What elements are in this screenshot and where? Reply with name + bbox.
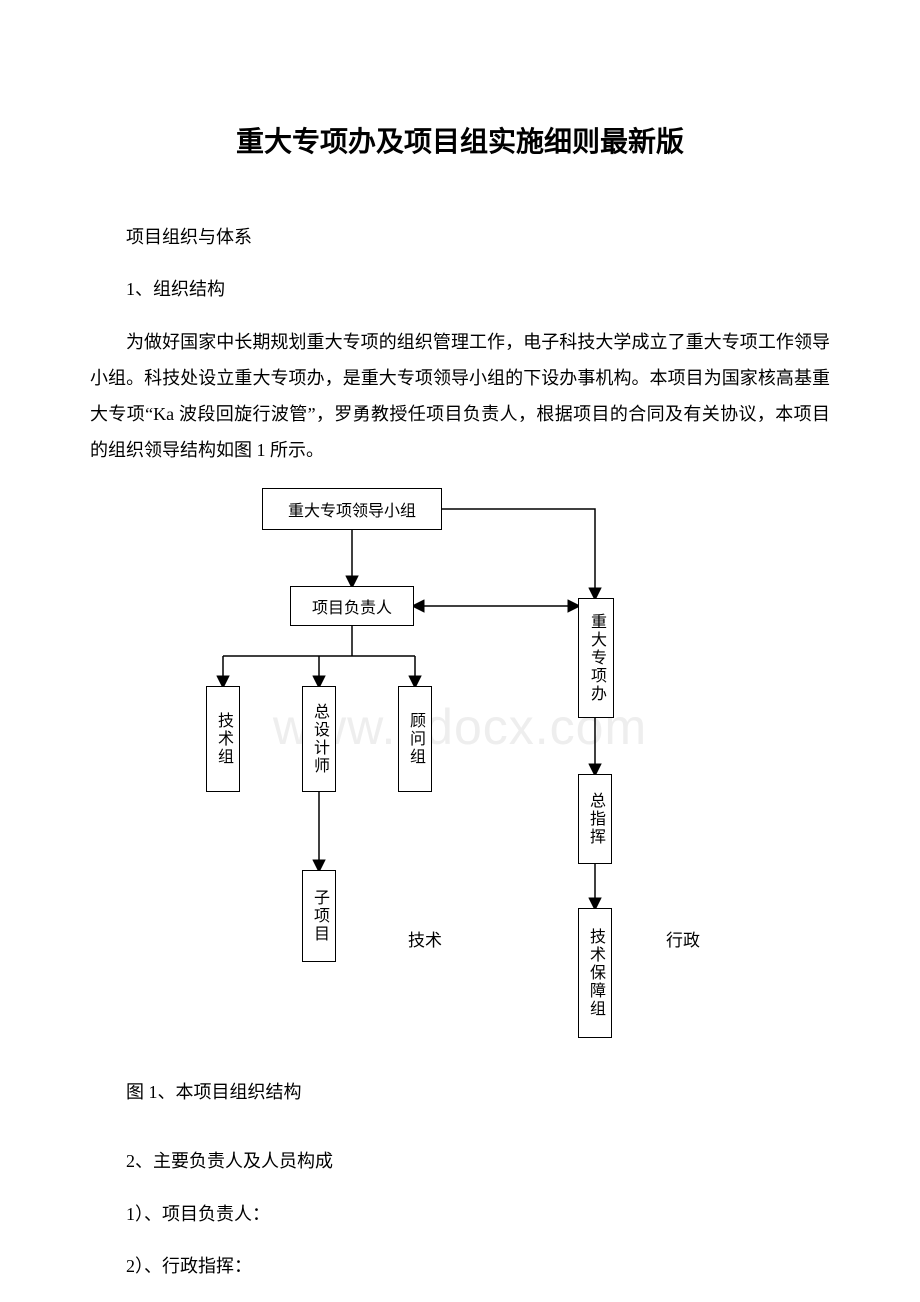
subsection-heading: 1、组织结构 xyxy=(90,272,830,306)
node-tech_sec: 技术保障组 xyxy=(578,908,612,1038)
node-project_lead: 项目负责人 xyxy=(290,586,414,626)
section2-heading: 2、主要负责人及人员构成 xyxy=(90,1144,830,1178)
node-lead_group: 重大专项领导小组 xyxy=(262,488,442,530)
flowchart-edges xyxy=(180,488,740,1048)
node-sub_proj: 子项目 xyxy=(302,870,336,962)
section2-item1: 1）、项目负责人： xyxy=(90,1197,830,1231)
section-heading: 项目组织与体系 xyxy=(90,220,830,254)
label-tech: 技术 xyxy=(408,926,442,951)
node-commander: 总指挥 xyxy=(578,774,612,864)
node-advisor: 顾问组 xyxy=(398,686,432,792)
label-admin: 行政 xyxy=(666,926,700,951)
page-title: 重大专项办及项目组实施细则最新版 xyxy=(90,120,830,160)
node-chief_des: 总设计师 xyxy=(302,686,336,792)
node-tech_team: 技术组 xyxy=(206,686,240,792)
figure-caption: 图 1、本项目组织结构 xyxy=(90,1078,830,1104)
section2-item2: 2）、行政指挥： xyxy=(90,1249,830,1283)
org-chart: www.bdocx.com 重大专项领导小组项目负责人重大专项办技术组总设计师顾… xyxy=(180,488,740,1048)
intro-paragraph: 为做好国家中长期规划重大专项的组织管理工作，电子科技大学成立了重大专项工作领导小… xyxy=(90,324,830,468)
node-office: 重大专项办 xyxy=(578,598,614,718)
